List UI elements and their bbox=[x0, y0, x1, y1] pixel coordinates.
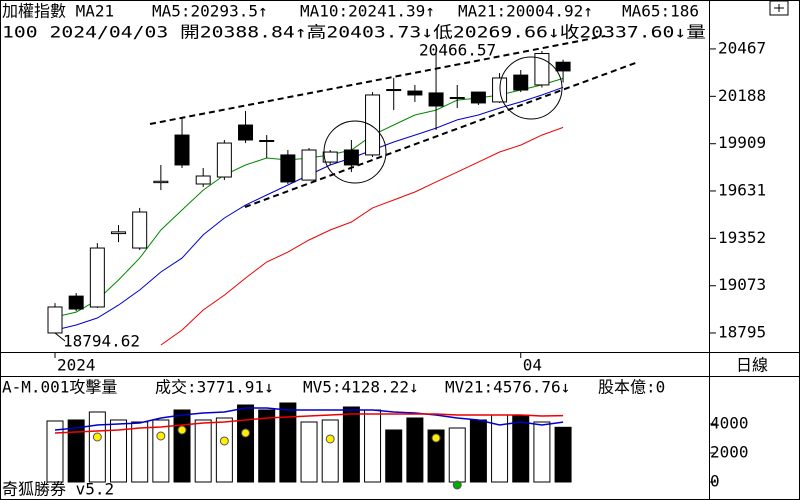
y-tick-label: 19909 bbox=[718, 133, 766, 152]
y-tick-label: 19631 bbox=[718, 180, 766, 199]
ma-line bbox=[54, 407, 564, 431]
candle-body bbox=[238, 124, 254, 141]
volume-bar bbox=[215, 417, 233, 483]
signal-dot bbox=[431, 433, 441, 443]
signal-dot bbox=[325, 434, 335, 444]
candle-body bbox=[407, 90, 423, 96]
x-tick-label: 04 bbox=[523, 356, 542, 375]
volume-bar bbox=[110, 419, 128, 483]
volume-bar bbox=[258, 409, 276, 483]
volume-bar bbox=[237, 404, 255, 483]
candle-body bbox=[280, 154, 296, 183]
volume-bar bbox=[469, 419, 487, 483]
candle-body bbox=[111, 231, 127, 235]
volume-bar bbox=[321, 419, 339, 483]
volume-bar bbox=[533, 421, 551, 483]
legend-note: 股本億:0 bbox=[598, 378, 665, 397]
volume-bar bbox=[385, 429, 403, 483]
candle-body bbox=[343, 149, 359, 166]
footer: 奇狐勝券 v5.2 bbox=[2, 480, 114, 499]
volume-bar bbox=[427, 429, 445, 483]
volume-bar bbox=[448, 427, 466, 483]
candle-body bbox=[153, 180, 169, 184]
candle-body bbox=[132, 211, 148, 249]
candle-body bbox=[195, 175, 211, 185]
signal-dot bbox=[219, 436, 229, 446]
ma-line bbox=[54, 413, 564, 434]
volume-bar bbox=[131, 421, 149, 483]
y-tick-label: 19352 bbox=[718, 228, 766, 247]
x-tick-label: 2024 bbox=[57, 356, 96, 375]
legend-entry: MA5:20293.5↑ bbox=[152, 2, 268, 21]
volume-bar bbox=[194, 419, 212, 483]
signal-dot bbox=[452, 480, 462, 490]
circle-mark bbox=[499, 56, 563, 120]
trend-line bbox=[149, 35, 606, 125]
annotations bbox=[149, 35, 639, 208]
header: 加權指數 MA21 100 2024/04/03 開20388.84↑高2040… bbox=[2, 2, 706, 42]
candle-body bbox=[259, 139, 275, 143]
legend-entry: MA65:186 bbox=[622, 2, 699, 21]
y-tick-label: 4000 bbox=[710, 413, 749, 432]
legend-entry: 成交:3771.91↓ bbox=[155, 378, 274, 397]
candle-body bbox=[89, 247, 105, 308]
candle-body bbox=[365, 94, 381, 156]
candle-body bbox=[449, 97, 465, 100]
legend-entry: MA21:20004.92↑ bbox=[458, 2, 593, 21]
y-tick-label: 0 bbox=[710, 471, 720, 490]
volume-bar bbox=[300, 421, 318, 483]
volume-panel bbox=[46, 402, 572, 490]
candle-body bbox=[555, 61, 571, 72]
low-pointer bbox=[54, 332, 66, 342]
y-tick-label: 18795 bbox=[718, 322, 766, 341]
price-panel: 20466.57 18794.62 bbox=[47, 40, 571, 351]
legend-entry: MV21:4576.76↓ bbox=[445, 378, 570, 397]
candle-body bbox=[534, 53, 550, 86]
signal-dot bbox=[177, 425, 187, 435]
period-label: 日線 bbox=[736, 356, 768, 375]
chart-title: 加權指數 MA21 bbox=[2, 2, 114, 21]
candle-body bbox=[470, 91, 486, 104]
y-tick-label: 20467 bbox=[718, 38, 766, 57]
volume-bar bbox=[88, 411, 106, 483]
volume-bar bbox=[406, 417, 424, 483]
candle-body bbox=[216, 142, 232, 178]
high-label: 20466.57 bbox=[419, 40, 496, 59]
legend-entry: MA10:20241.39↑ bbox=[300, 2, 435, 21]
candle-body bbox=[513, 74, 529, 91]
signal-dot bbox=[241, 428, 251, 438]
volume-bar bbox=[554, 426, 572, 483]
legend-entry: MV5:4128.22↓ bbox=[303, 378, 419, 397]
volume-bar bbox=[67, 419, 85, 483]
volume-bar bbox=[364, 409, 382, 483]
candle-body bbox=[47, 306, 63, 334]
volume-bar bbox=[46, 420, 64, 483]
y-tick-label: 20188 bbox=[718, 86, 766, 105]
ma-line bbox=[160, 126, 564, 346]
candle-body bbox=[386, 89, 402, 92]
volume-bar bbox=[342, 406, 360, 483]
candle-body bbox=[68, 295, 84, 310]
volume-title: A-M.001攻擊量 bbox=[2, 378, 117, 397]
candle-body bbox=[428, 92, 444, 107]
y-tick-label: 2000 bbox=[710, 442, 749, 461]
candle-body bbox=[301, 149, 317, 181]
candle-body bbox=[174, 134, 190, 166]
low-label: 18794.62 bbox=[63, 332, 140, 351]
volume-bar bbox=[279, 402, 297, 483]
circle-mark bbox=[323, 120, 387, 184]
candle-body bbox=[322, 151, 338, 163]
bar-info: 100 2024/04/03 開20388.84↑高20403.73↓低2026… bbox=[2, 23, 706, 42]
signal-dot bbox=[156, 431, 166, 441]
signal-dot bbox=[92, 432, 102, 442]
y-tick-label: 19073 bbox=[718, 275, 766, 294]
volume-bar bbox=[173, 409, 191, 483]
volume-bar bbox=[152, 419, 170, 483]
volume-bar bbox=[512, 414, 530, 483]
